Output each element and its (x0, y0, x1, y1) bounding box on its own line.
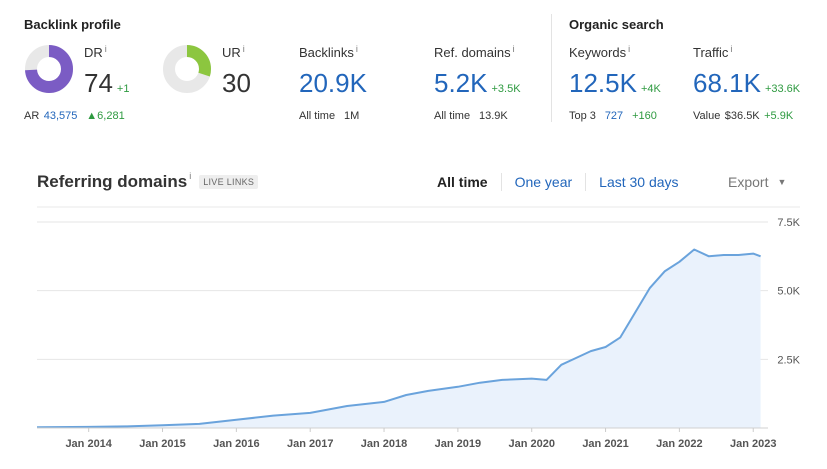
referring-domains-info-icon[interactable]: i (189, 171, 192, 181)
backlinks-alltime-label: All time (299, 110, 336, 122)
dr-label-row: DR i (84, 44, 107, 60)
backlinks-info-icon[interactable]: i (355, 44, 358, 54)
keywords-top3-row: Top 3 727 +160 (569, 106, 657, 124)
dr-delta: +1 (116, 83, 130, 95)
backlinks-alltime-row: All time 1M (299, 106, 359, 124)
section-divider (551, 14, 552, 122)
traffic-info-icon[interactable]: i (730, 44, 733, 54)
export-label: Export (728, 174, 769, 190)
refdomains-label-row: Ref. domains i (434, 44, 515, 60)
x-tick-label: Jan 2018 (361, 438, 407, 450)
dr-value-row: 74 +1 (84, 68, 129, 99)
dr-label: DR (84, 45, 103, 60)
refdomains-alltime-row: All time 13.9K (434, 106, 508, 124)
refdomains-alltime-value: 13.9K (478, 110, 508, 122)
dr-info-icon[interactable]: i (104, 44, 107, 54)
x-tick-label: Jan 2014 (65, 438, 112, 450)
refdomains-delta: +3.5K (491, 83, 521, 95)
ur-value-row: 30 (222, 68, 251, 99)
keywords-delta: +4K (640, 83, 661, 95)
traffic-delta: +33.6K (764, 83, 801, 95)
x-tick-label: Jan 2022 (656, 438, 702, 450)
x-tick-label: Jan 2020 (508, 438, 554, 450)
organic-search-title: Organic search (569, 17, 664, 32)
series-line (36, 248, 761, 429)
ur-info-icon[interactable]: i (242, 44, 245, 54)
traffic-value-row: 68.1K +33.6K (693, 68, 800, 99)
ur-label: UR (222, 45, 241, 60)
x-tick-label: Jan 2023 (730, 438, 776, 450)
backlinks-value[interactable]: 20.9K (299, 68, 367, 98)
traffic-value-amount: $36.5K (724, 110, 760, 122)
ar-row: AR 43,575 ▲6,281 (24, 106, 125, 124)
traffic-label-row: Traffic i (693, 44, 733, 60)
referring-domains-header: Referring domains i LIVE LINKS (37, 171, 259, 192)
ur-label-row: UR i (222, 44, 245, 60)
y-tick-label: 2.5K (777, 354, 800, 366)
x-tick-label: Jan 2019 (435, 438, 481, 450)
ar-delta: ▲6,281 (86, 110, 125, 122)
tab-all-time[interactable]: All time (437, 174, 488, 190)
refdomains-value-row: 5.2K +3.5K (434, 68, 521, 99)
ar-value[interactable]: 43,575 (43, 110, 78, 122)
traffic-value-delta: +5.9K (764, 110, 794, 122)
refdomains-value[interactable]: 5.2K (434, 68, 488, 98)
referring-domains-chart: 7.5K 5.0K 2.5K Jan 2014 Jan 2015 Jan 2016 Jan … (36, 206, 801, 450)
export-button[interactable]: Export ▼ (728, 174, 786, 190)
backlinks-label: Backlinks (299, 45, 354, 60)
dr-gauge (25, 45, 73, 93)
x-tick-label: Jan 2017 (287, 438, 333, 450)
y-tick-label: 7.5K (777, 217, 800, 229)
tab-one-year[interactable]: One year (514, 174, 573, 190)
chevron-down-icon: ▼ (777, 177, 787, 187)
tab-last-30-days[interactable]: Last 30 days (599, 174, 679, 190)
backlinks-value-row: 20.9K (299, 68, 367, 99)
traffic-label: Traffic (693, 45, 729, 60)
traffic-value-sub-row: Value $36.5K +5.9K (693, 106, 793, 124)
ur-value: 30 (222, 68, 251, 98)
x-tick-label: Jan 2016 (213, 438, 259, 450)
traffic-value-label: Value (693, 110, 721, 122)
backlink-profile-title: Backlink profile (24, 17, 121, 32)
backlinks-alltime-value: 1M (343, 110, 360, 122)
x-tick-label: Jan 2015 (139, 438, 185, 450)
refdomains-alltime-label: All time (434, 110, 471, 122)
keywords-top3-value[interactable]: 727 (604, 110, 624, 122)
keywords-label: Keywords (569, 45, 627, 60)
y-tick-label: 5.0K (777, 286, 800, 298)
keywords-value-row: 12.5K +4K (569, 68, 661, 99)
keywords-info-icon[interactable]: i (628, 44, 631, 54)
refdomains-label: Ref. domains (434, 45, 511, 60)
keywords-top3-label: Top 3 (569, 110, 596, 122)
time-range-tabs: All time One year Last 30 days (437, 173, 679, 191)
series-area (37, 249, 761, 428)
traffic-value[interactable]: 68.1K (693, 68, 761, 98)
ar-label: AR (24, 110, 40, 122)
keywords-top3-delta: +160 (632, 110, 657, 122)
keywords-label-row: Keywords i (569, 44, 631, 60)
x-tick-label: Jan 2021 (582, 438, 628, 450)
live-links-badge[interactable]: LIVE LINKS (199, 175, 259, 189)
referring-domains-title: Referring domains (37, 172, 188, 191)
ur-gauge (163, 45, 211, 93)
refdomains-info-icon[interactable]: i (512, 44, 515, 54)
dr-value: 74 (84, 68, 113, 98)
keywords-value[interactable]: 12.5K (569, 68, 637, 98)
backlinks-label-row: Backlinks i (299, 44, 358, 60)
